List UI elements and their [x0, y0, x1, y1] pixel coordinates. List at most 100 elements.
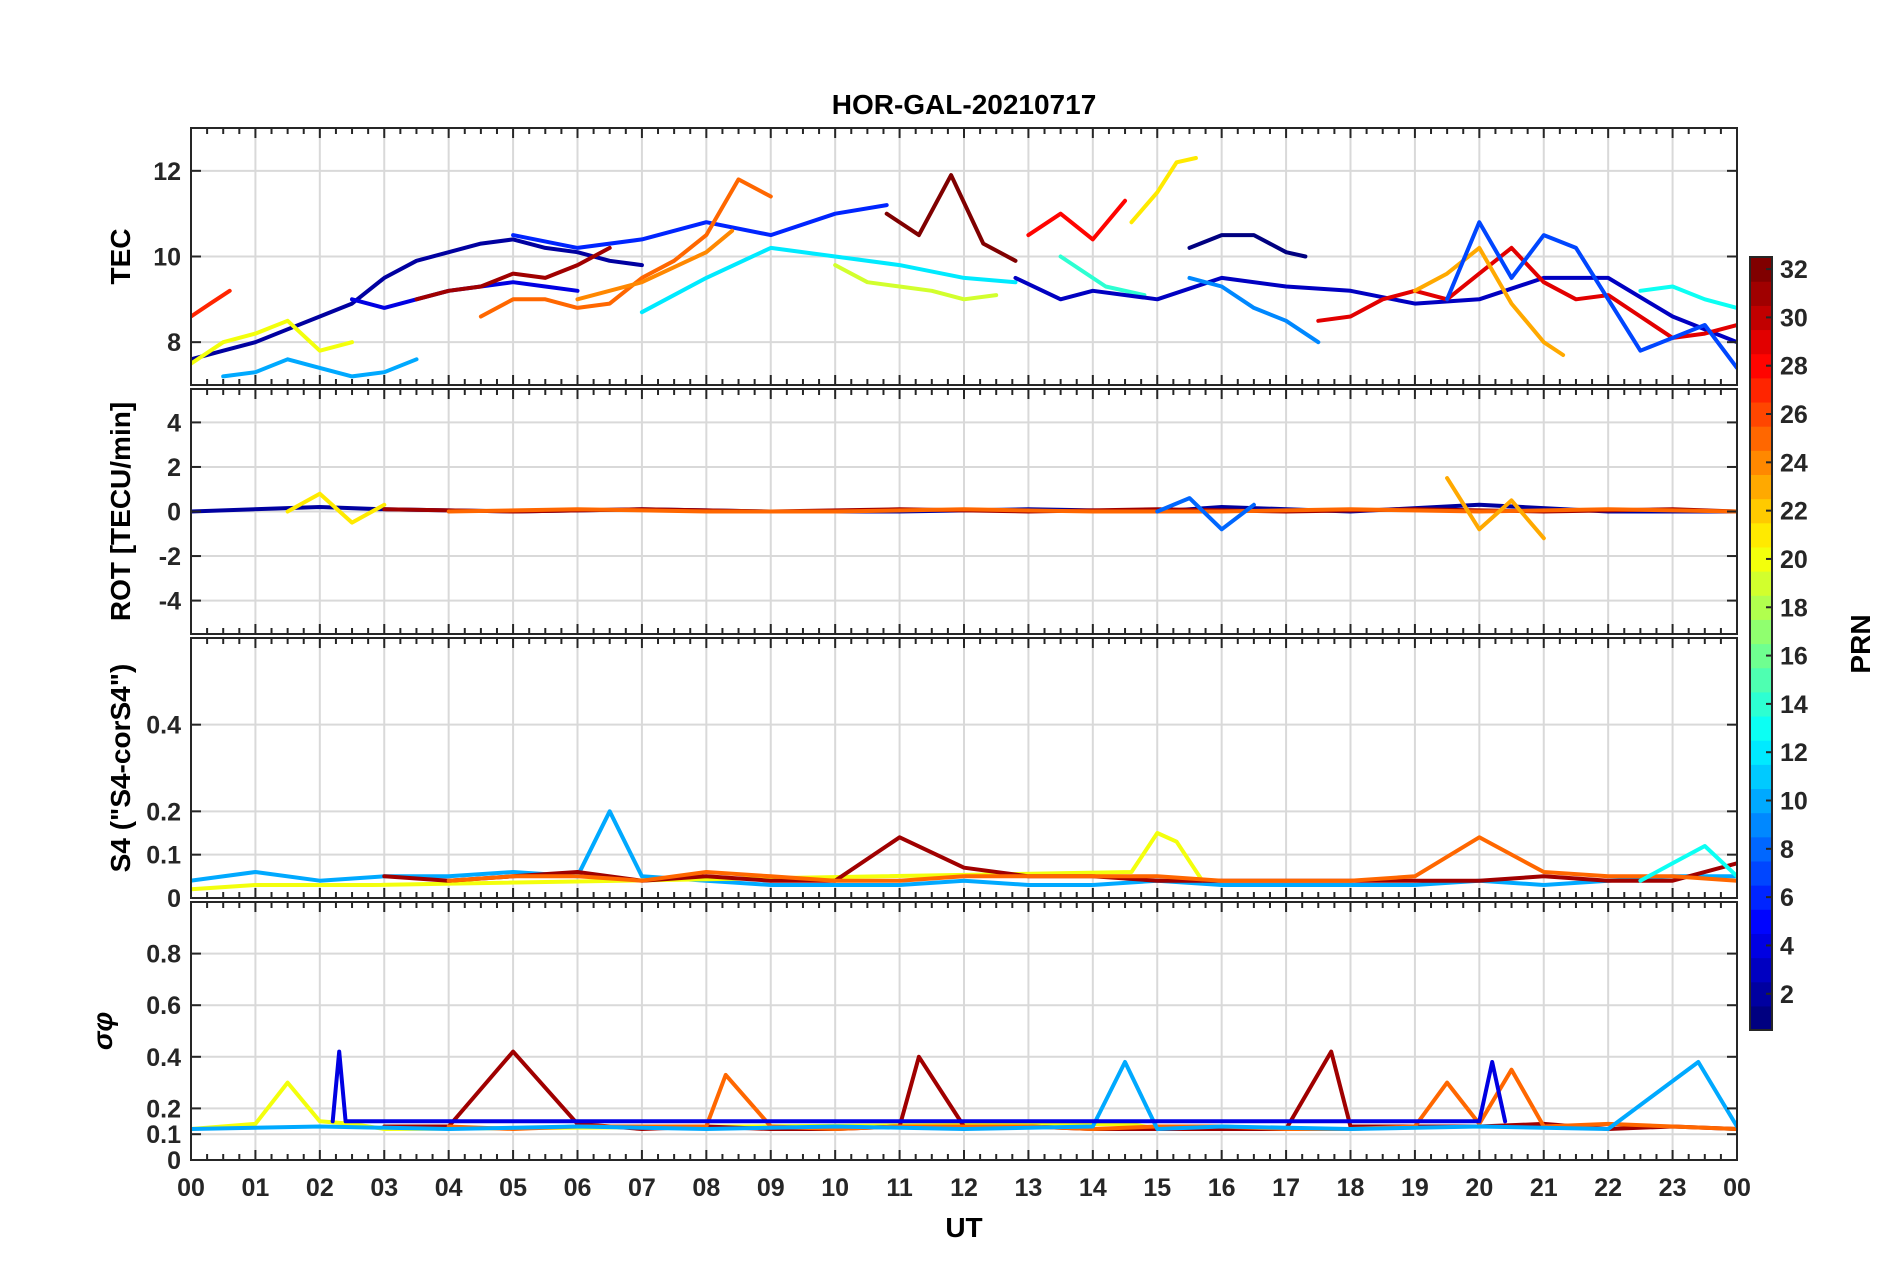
x-tick-label: 03: [370, 1174, 398, 1202]
series-prn-1: [1187, 233, 1308, 259]
colorbar-band: [1750, 812, 1772, 838]
colorbar-band: [1750, 571, 1772, 596]
panel-sigma-series: [191, 1049, 1737, 1131]
series-prn-25: [446, 835, 1737, 883]
y-tick-label: 0.4: [146, 712, 181, 740]
colorbar-band: [1750, 836, 1772, 862]
colorbar-tick-label: 16: [1780, 643, 1808, 671]
colorbar-label: PRN: [1845, 614, 1876, 673]
x-tick-label: 02: [306, 1174, 334, 1202]
colorbar-band: [1750, 329, 1772, 355]
x-tick-label: 13: [1015, 1174, 1043, 1202]
panel-tec-ylabel: TEC: [105, 229, 136, 285]
x-tick-label: 12: [950, 1174, 978, 1202]
panel-sigma-ylabel: σφ: [87, 1012, 118, 1050]
colorbar-band: [1750, 401, 1772, 427]
colorbar-band: [1750, 474, 1772, 500]
colorbar-frame: [1749, 256, 1773, 1031]
colorbar-band: [1750, 595, 1772, 620]
y-tick-label: 0.2: [146, 1095, 181, 1123]
y-tick-label: 0.1: [146, 842, 181, 870]
panel-s4-series: [191, 809, 1737, 892]
y-tick-label: 0: [167, 499, 181, 527]
series-prn-27: [191, 288, 232, 319]
colorbar-band: [1750, 981, 1772, 1007]
colorbar-band: [1750, 691, 1772, 717]
colorbar-band: [1750, 257, 1772, 282]
panel-rot-ylabel: ROT [TECU/min]: [105, 402, 136, 621]
colorbar-band: [1750, 377, 1772, 403]
series-prn-31: [414, 245, 612, 302]
colorbar-tick-label: 26: [1780, 401, 1808, 429]
series-prn-25: [446, 1067, 1737, 1131]
colorbar-band: [1750, 643, 1772, 669]
colorbar-band: [1750, 957, 1772, 983]
colorbar-tick-label: 18: [1780, 594, 1808, 622]
series-prn-10: [191, 1060, 1737, 1131]
colorbar-band: [1750, 522, 1772, 548]
panel-tec: 8 10 12 TEC: [105, 127, 1738, 386]
series-prn-13: [1638, 844, 1737, 883]
colorbar-tick-label: 14: [1780, 691, 1808, 719]
panel-s4-ylabel: S4 ("S4-corS4"): [105, 664, 136, 873]
series-prn-20: [191, 318, 354, 366]
x-tick-label: 00: [1723, 1174, 1751, 1202]
y-tick-label: 0.2: [146, 798, 181, 826]
colorbar-band: [1750, 1005, 1772, 1031]
series-prn-23: [1445, 476, 1546, 541]
x-tick-label: 05: [499, 1174, 527, 1202]
colorbar-tick-label: 10: [1780, 788, 1808, 816]
colorbar-band: [1750, 909, 1772, 934]
x-tick-label: 06: [564, 1174, 592, 1202]
colorbar-tick-label: 12: [1780, 739, 1808, 767]
colorbar-tick-label: 6: [1780, 884, 1794, 912]
series-prn-10: [221, 357, 419, 379]
series-prn-21: [285, 491, 387, 525]
x-tick-label: 21: [1530, 1174, 1558, 1202]
colorbar-band: [1750, 715, 1772, 741]
y-tick-label: 0.8: [146, 941, 181, 969]
x-tick-label: 01: [242, 1174, 270, 1202]
series-prn-2: [191, 237, 644, 362]
colorbar-tick-label: 32: [1780, 256, 1808, 284]
panel-rot-series: [191, 476, 1737, 541]
y-tick-label: 0: [167, 885, 181, 913]
x-tick-label: 19: [1401, 1174, 1429, 1202]
colorbar-tick-label: 8: [1780, 836, 1794, 864]
y-tick-label: 8: [167, 329, 181, 357]
x-tick-label: 11: [886, 1174, 913, 1202]
x-tick-label: 04: [435, 1174, 463, 1202]
colorbar-band: [1750, 426, 1772, 451]
x-tick-label: 08: [692, 1174, 720, 1202]
series-prn-4: [330, 1049, 1508, 1124]
x-tick-labels: 00 01 02 03 04 05 06 07 08 09 10 11 12 13 14 15 16 17 18 19…: [177, 1174, 1751, 1202]
series-prn-12: [639, 245, 1018, 315]
chart-title: HOR-GAL-20210717: [832, 89, 1097, 120]
series-prn-13: [1638, 284, 1737, 310]
x-tick-label: 10: [821, 1174, 849, 1202]
series-prn-25: [446, 507, 1737, 514]
series-prn-24: [575, 228, 735, 302]
series-prn-3: [1013, 275, 1737, 345]
colorbar-tick-label: 24: [1780, 449, 1808, 477]
y-tick-label: -4: [159, 588, 181, 616]
x-tick-label: 22: [1594, 1174, 1622, 1202]
x-axis-label: UT: [945, 1212, 982, 1243]
series-prn-6: [511, 203, 889, 250]
colorbar-tick-label: 30: [1780, 304, 1808, 332]
colorbar-band: [1750, 667, 1772, 693]
colorbar-band: [1750, 305, 1772, 331]
series-prn-21: [1129, 156, 1198, 225]
series-prn-9: [1187, 275, 1321, 345]
series-prn-23: [1412, 245, 1566, 357]
y-tick-label: 0.1: [146, 1121, 181, 1149]
colorbar-band: [1750, 740, 1772, 765]
panel-sigma: 00.10.2 0.4 0.6 0.8 σφ: [87, 901, 1738, 1175]
y-tick-label: 4: [167, 409, 181, 437]
x-tick-label: 09: [757, 1174, 785, 1202]
series-prn-7: [1445, 220, 1737, 370]
colorbar-band: [1750, 933, 1772, 959]
x-tick-label: 00: [177, 1174, 205, 1202]
colorbar-band: [1750, 353, 1772, 379]
